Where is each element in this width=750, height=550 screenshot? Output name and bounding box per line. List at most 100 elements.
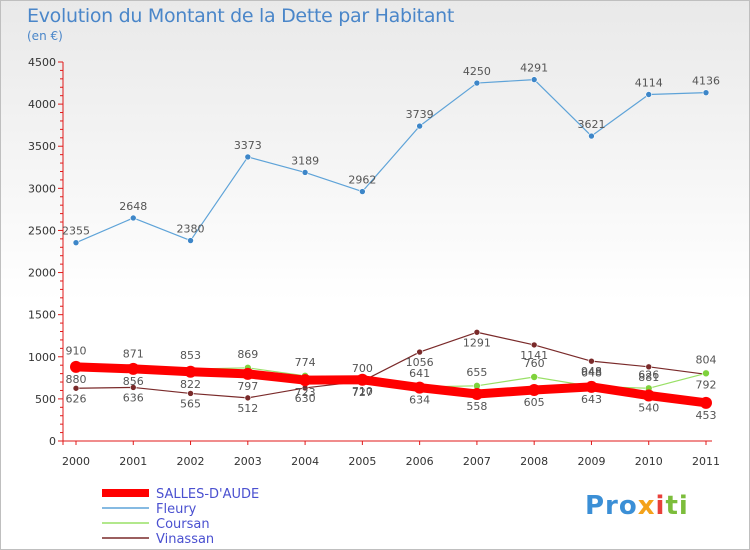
y-tick-label: 2500 <box>28 224 56 237</box>
x-tick-label: 2000 <box>62 455 90 468</box>
data-label: 626 <box>66 392 87 405</box>
data-label: 643 <box>581 393 602 406</box>
data-label: 2380 <box>177 223 205 236</box>
chart-title: Evolution du Montant de la Dette par Hab… <box>27 5 455 27</box>
data-point <box>70 360 82 373</box>
data-label: 3189 <box>291 154 319 167</box>
x-tick-label: 2006 <box>406 455 434 468</box>
data-label: 804 <box>696 353 717 366</box>
data-point <box>645 363 653 371</box>
data-label: 641 <box>409 367 430 380</box>
data-label: 871 <box>123 348 144 361</box>
x-tick-label: 2009 <box>577 455 605 468</box>
data-label: 723 <box>295 386 316 399</box>
data-point <box>530 373 538 381</box>
data-label: 881 <box>638 371 659 384</box>
data-label: 1291 <box>463 336 491 349</box>
legend-label: SALLES-D'AUDE <box>156 487 259 502</box>
data-label: 2962 <box>348 174 376 187</box>
data-point <box>588 132 595 140</box>
y-tick-label: 1500 <box>28 309 56 322</box>
y-tick-label: 3000 <box>28 182 56 195</box>
data-point <box>473 79 481 87</box>
data-label: 2355 <box>62 225 90 238</box>
data-point <box>702 369 710 378</box>
series-line-3 <box>75 331 707 399</box>
data-point <box>642 389 655 402</box>
data-label: 540 <box>638 402 659 415</box>
data-point <box>359 188 366 195</box>
series-line-0 <box>71 362 711 408</box>
data-label: 774 <box>295 356 316 369</box>
data-label: 630 <box>295 392 316 405</box>
x-tick-label: 2007 <box>463 455 491 468</box>
x-tick-label: 2005 <box>348 455 376 468</box>
data-label: 3621 <box>577 118 605 131</box>
data-label: 792 <box>696 378 717 391</box>
logo-part-2: x <box>637 491 656 521</box>
data-label: 512 <box>237 402 258 415</box>
data-label: 727 <box>352 386 373 399</box>
axes: 0 500 1000 1500 2000 2500 3000 3500 4000 4500 2000… <box>28 56 720 468</box>
data-labels: 2355 2648 2380 3373 3189 2962 3739 4250 4291 3621… <box>62 62 720 422</box>
data-point <box>702 89 710 96</box>
x-tick-label: 2008 <box>520 455 548 468</box>
data-label: 869 <box>237 348 258 361</box>
y-tick-label: 500 <box>35 393 56 406</box>
data-point <box>244 394 252 402</box>
data-label: 760 <box>524 357 545 370</box>
data-label: 822 <box>180 378 201 391</box>
data-label: 3373 <box>234 139 262 152</box>
series-lines <box>71 79 711 408</box>
data-label: 558 <box>466 400 487 413</box>
data-label: 4291 <box>520 62 548 75</box>
data-label: 655 <box>466 366 487 379</box>
data-point <box>129 384 137 391</box>
y-tick-label: 4000 <box>28 98 56 111</box>
data-point <box>72 239 80 246</box>
data-label: 853 <box>180 349 201 362</box>
data-label: 1056 <box>406 356 434 369</box>
data-point <box>184 365 197 378</box>
legend-label: Coursan <box>156 517 210 532</box>
data-label: 636 <box>123 391 144 404</box>
logo-part-3: i <box>655 491 666 521</box>
data-label: 3739 <box>406 108 434 121</box>
legend-label: Fleury <box>156 502 197 517</box>
data-label: 797 <box>237 380 258 393</box>
series-line-1 <box>75 79 707 244</box>
data-point <box>416 348 423 356</box>
data-point <box>72 384 80 392</box>
data-label: 565 <box>180 397 201 410</box>
data-point <box>244 153 252 161</box>
y-tick-label: 4500 <box>28 56 56 69</box>
y-tick-label: 1000 <box>28 351 56 364</box>
data-label: 4136 <box>692 75 720 88</box>
data-point <box>530 341 538 349</box>
data-point <box>356 373 369 386</box>
data-point <box>299 374 312 387</box>
data-point <box>473 328 481 336</box>
data-label: 648 <box>581 366 602 379</box>
data-label: 710 <box>352 385 373 398</box>
legend-label: Vinassan <box>156 532 214 547</box>
data-label: 634 <box>409 394 430 407</box>
data-point <box>187 390 194 397</box>
chart-unit-label: (en €) <box>27 29 63 43</box>
data-label: 2648 <box>119 200 147 213</box>
data-label: 4114 <box>635 77 663 90</box>
data-point <box>241 367 254 380</box>
data-point <box>416 122 423 130</box>
y-tick-label: 0 <box>49 435 56 448</box>
data-point <box>187 237 194 244</box>
data-point <box>301 169 309 176</box>
x-tick-label: 2001 <box>119 455 147 468</box>
data-point <box>413 381 426 394</box>
logo-part-4: ti <box>665 491 689 521</box>
x-tick-label: 2011 <box>692 455 720 468</box>
data-point <box>470 388 483 401</box>
x-tick-label: 2004 <box>291 455 319 468</box>
data-label: 605 <box>524 396 545 409</box>
